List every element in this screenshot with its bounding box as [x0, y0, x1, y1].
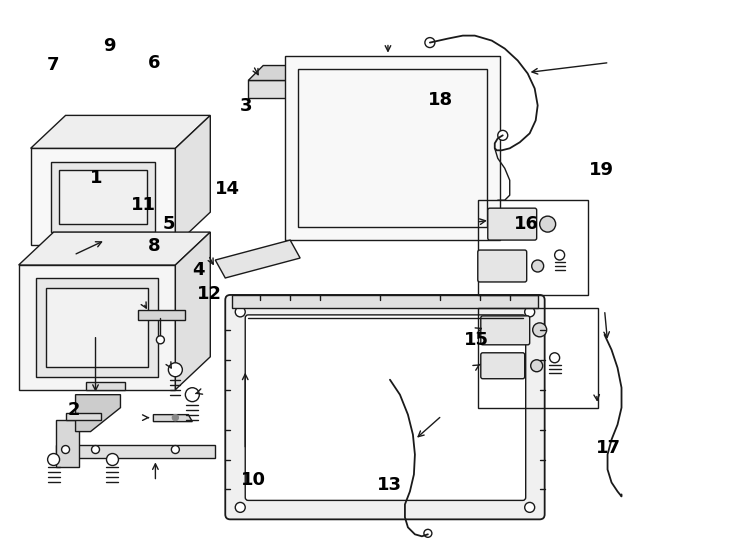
Text: 19: 19	[589, 161, 614, 179]
Polygon shape	[139, 310, 186, 320]
Circle shape	[424, 529, 432, 537]
Circle shape	[555, 250, 564, 260]
Bar	[478, 200, 588, 295]
Polygon shape	[36, 278, 159, 377]
Polygon shape	[59, 170, 148, 224]
Circle shape	[106, 454, 118, 465]
Circle shape	[48, 454, 59, 465]
Text: 14: 14	[215, 180, 240, 198]
FancyBboxPatch shape	[481, 316, 530, 345]
Circle shape	[550, 353, 559, 363]
Polygon shape	[232, 295, 538, 308]
Circle shape	[525, 307, 534, 317]
Circle shape	[236, 307, 245, 317]
Text: 4: 4	[192, 261, 205, 279]
Polygon shape	[175, 116, 211, 245]
Polygon shape	[18, 265, 175, 390]
Circle shape	[92, 446, 100, 454]
Text: 16: 16	[515, 215, 539, 233]
Polygon shape	[18, 232, 211, 265]
Circle shape	[62, 446, 70, 454]
Text: 12: 12	[197, 285, 222, 303]
Polygon shape	[31, 148, 175, 245]
Text: 3: 3	[240, 97, 252, 114]
Text: 9: 9	[103, 37, 115, 56]
Polygon shape	[248, 65, 345, 80]
Circle shape	[172, 415, 178, 421]
Text: 18: 18	[428, 91, 453, 109]
Text: 2: 2	[68, 401, 80, 419]
Circle shape	[171, 446, 179, 454]
Polygon shape	[215, 240, 300, 278]
FancyBboxPatch shape	[488, 208, 537, 240]
Text: 17: 17	[596, 438, 621, 457]
Text: 15: 15	[465, 331, 490, 349]
Circle shape	[498, 130, 508, 140]
Circle shape	[168, 363, 182, 377]
Polygon shape	[56, 444, 215, 457]
Text: 13: 13	[377, 476, 401, 495]
Polygon shape	[285, 56, 500, 240]
Circle shape	[531, 260, 544, 272]
Text: 1: 1	[90, 170, 102, 187]
Polygon shape	[31, 116, 211, 148]
Circle shape	[539, 216, 556, 232]
Polygon shape	[56, 420, 79, 468]
Circle shape	[533, 323, 547, 337]
Text: 8: 8	[148, 237, 161, 255]
Polygon shape	[51, 163, 156, 232]
Polygon shape	[65, 413, 101, 420]
Circle shape	[186, 388, 200, 402]
Bar	[478, 308, 597, 408]
FancyBboxPatch shape	[245, 315, 526, 501]
Text: 7: 7	[47, 56, 59, 75]
FancyBboxPatch shape	[478, 250, 527, 282]
Circle shape	[236, 502, 245, 512]
Circle shape	[525, 502, 534, 512]
Polygon shape	[86, 382, 126, 390]
Polygon shape	[248, 80, 330, 98]
FancyBboxPatch shape	[225, 295, 545, 519]
Polygon shape	[153, 415, 192, 422]
Circle shape	[425, 38, 435, 48]
Text: 6: 6	[148, 53, 161, 72]
Text: 10: 10	[241, 471, 266, 489]
Polygon shape	[175, 232, 211, 390]
Text: 11: 11	[131, 197, 156, 214]
FancyBboxPatch shape	[481, 353, 525, 379]
Polygon shape	[76, 395, 120, 431]
Circle shape	[531, 360, 542, 372]
Text: 5: 5	[163, 215, 175, 233]
Polygon shape	[330, 65, 345, 98]
Circle shape	[156, 336, 164, 344]
Polygon shape	[46, 288, 148, 367]
